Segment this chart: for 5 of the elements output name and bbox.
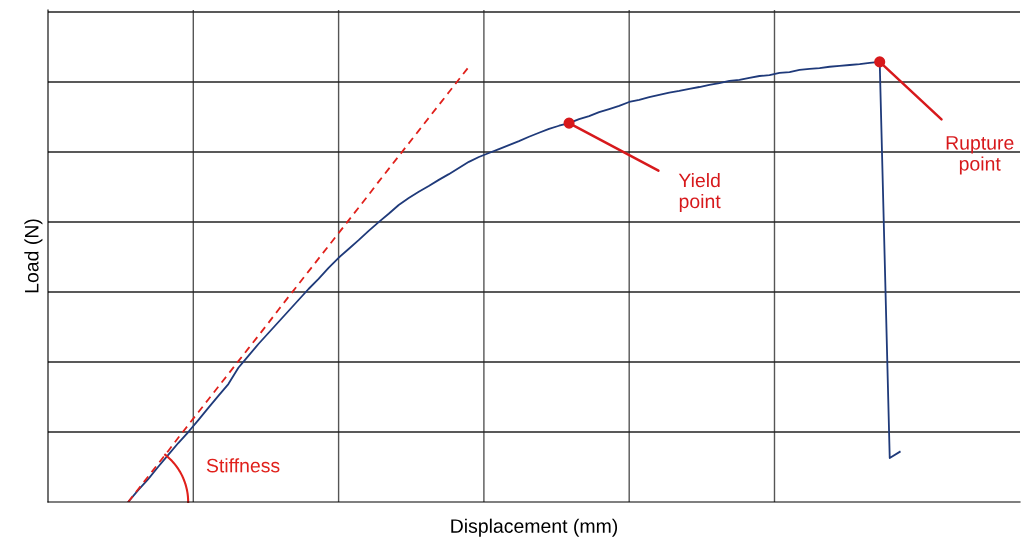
annotation: Rupture point	[946, 136, 1014, 175]
y-axis-title: Load (N)	[24, 219, 43, 293]
annotation: Stiffness	[206, 458, 280, 473]
x-axis-title: Displacement (mm)	[451, 518, 618, 537]
annotation: Yield point	[678, 173, 721, 213]
